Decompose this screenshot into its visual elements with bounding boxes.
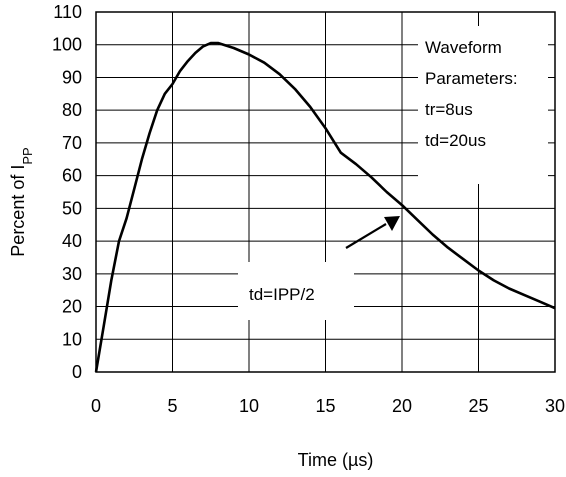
param-line-2: Parameters: [425,69,518,88]
plot-frame [95,11,556,373]
y-tick-label: 20 [62,297,82,317]
y-axis-title: Percent of IPP [8,147,35,256]
y-axis-title-main: Percent of I [8,165,28,257]
td-label-box [238,262,354,320]
y-tick-labels: 0 10 20 30 40 50 60 70 80 90 100 110 [52,2,82,382]
td-label: td=IPP/2 [249,285,315,304]
y-tick-label: 10 [62,329,82,349]
y-tick-label: 100 [52,35,82,55]
y-tick-label: 90 [62,67,82,87]
x-tick-label: 10 [239,396,259,416]
x-tick-labels: 0 5 10 15 20 25 30 [91,396,565,416]
td-arrow-head [384,216,400,231]
x-tick-label: 15 [315,396,335,416]
y-tick-label: 0 [72,362,82,382]
y-tick-label: 60 [62,166,82,186]
x-tick-label: 0 [91,396,101,416]
y-tick-label: 30 [62,264,82,284]
x-tick-label: 5 [167,396,177,416]
x-tick-label: 30 [545,396,565,416]
waveform-parameters-note: Waveform Parameters: tr=8us td=20us [425,38,518,150]
y-tick-label: 80 [62,100,82,120]
waveform-curve [94,41,556,373]
td-arrow-line [345,223,387,249]
y-tick-label: 70 [62,133,82,153]
y-axis-title-subscript: PP [20,147,35,164]
y-tick-label: 40 [62,231,82,251]
x-axis-title: Time (µs) [298,450,374,470]
x-tick-label: 20 [392,396,412,416]
param-line-4: td=20us [425,131,486,150]
y-tick-label: 50 [62,198,82,218]
x-tick-label: 25 [468,396,488,416]
parameters-box [418,26,548,184]
param-line-3: tr=8us [425,100,473,119]
y-tick-label: 110 [53,2,82,22]
param-line-1: Waveform [425,38,502,57]
